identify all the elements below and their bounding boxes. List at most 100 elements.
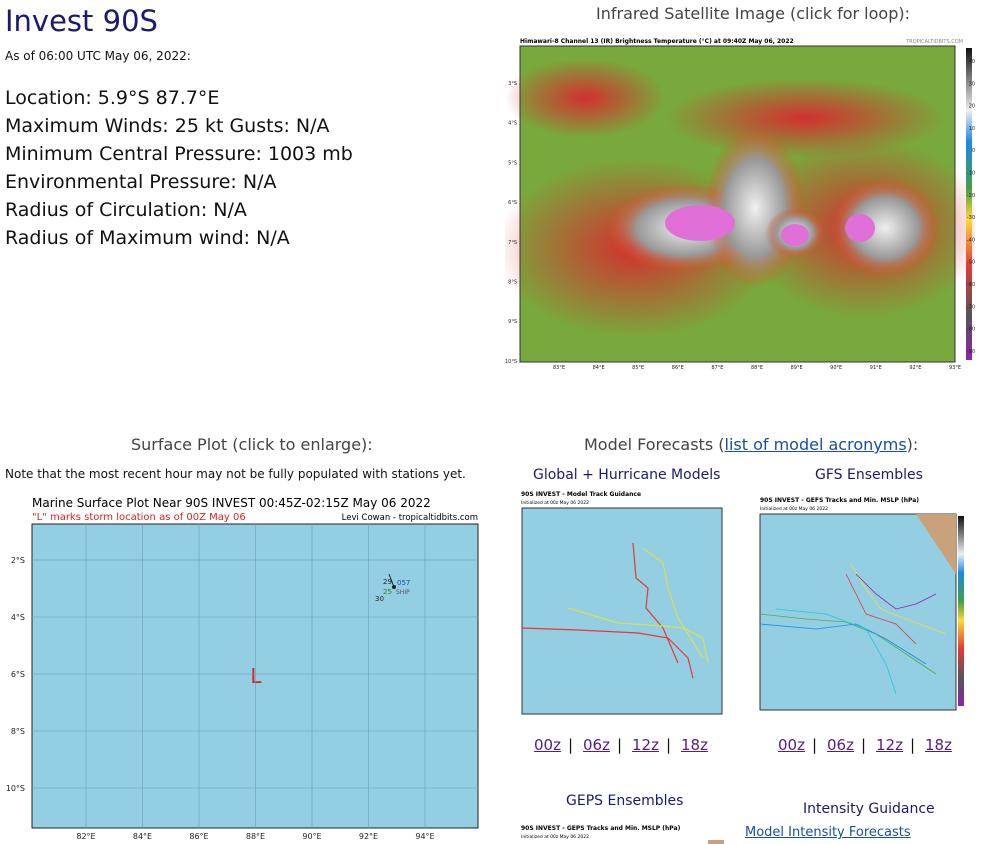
detail-line: Location: 5.9°S 87.7°E	[5, 87, 220, 109]
separator: |	[812, 736, 818, 754]
station-dewpoint: 25	[383, 588, 392, 596]
intensity-title: Intensity Guidance	[803, 801, 935, 817]
separator: |	[666, 736, 672, 754]
sat-credit: TROPICALTIDBITS.COM	[905, 39, 963, 45]
axis-label: -90	[967, 349, 975, 355]
axis-label: 8°S	[11, 727, 25, 736]
separator: |	[568, 736, 574, 754]
axis-label: 92°E	[359, 832, 378, 841]
plot-title: Marine Surface Plot Near 90S INVEST 00:4…	[32, 496, 431, 510]
axis-label: 10	[969, 126, 975, 132]
sat-cloud	[665, 78, 945, 158]
axis-label: 86°E	[189, 832, 208, 841]
axis-label: 2°S	[11, 556, 25, 565]
sat-cloud	[845, 214, 875, 242]
sat-frame	[519, 45, 956, 363]
run-link[interactable]: 06z	[827, 736, 854, 754]
img-title: 90S INVEST - GEFS Tracks and Min. MSLP (…	[760, 497, 919, 504]
models-heading: Model Forecasts (list of model acronyms)…	[584, 435, 918, 454]
img-sub: Initialized at 00z May 06 2022	[521, 834, 589, 840]
detail-line: Radius of Circulation: N/A	[5, 199, 247, 221]
run-link[interactable]: 12z	[632, 736, 659, 754]
surface-plot[interactable]: Marine Surface Plot Near 90S INVEST 00:4…	[0, 490, 490, 844]
detail-line: Minimum Central Pressure: 1003 mb	[5, 143, 353, 165]
axis-label: 6°S	[11, 670, 25, 679]
axis-label: 0	[972, 148, 975, 154]
gfs-image[interactable]: 90S INVEST - GEFS Tracks and Min. MSLP (…	[746, 494, 968, 716]
axis-label: 7°S	[508, 240, 517, 246]
axis-label: 10°S	[505, 359, 517, 365]
axis-label: 8°S	[508, 280, 517, 286]
axis-label: 87°E	[711, 365, 723, 371]
axis-label: -20	[967, 193, 975, 199]
global-title: Global + Hurricane Models	[533, 467, 721, 483]
axis-label: 30	[969, 81, 975, 87]
axis-label: 84°E	[593, 365, 605, 371]
axis-label: 93°E	[949, 365, 961, 371]
geps-title: GEPS Ensembles	[566, 793, 684, 809]
page-title: Invest 90S	[5, 4, 158, 38]
detail-line: Radius of Maximum wind: N/A	[5, 227, 290, 249]
axis-label: -60	[967, 282, 975, 288]
run-link[interactable]: 06z	[583, 736, 610, 754]
axis-label: -70	[967, 304, 975, 310]
axis-label: -10	[967, 171, 975, 177]
axis-label: 91°E	[870, 365, 882, 371]
separator: |	[617, 736, 623, 754]
axis-label: 92°E	[909, 365, 921, 371]
img-sub: Initialized at 00z May 06 2022	[760, 506, 828, 512]
sat-cloud	[505, 58, 665, 138]
sat-cloud	[705, 128, 805, 288]
heading-text: ):	[906, 435, 919, 454]
satellite-image[interactable]: Himawari-8 Channel 13 (IR) Brightness Te…	[505, 38, 975, 374]
geps-image[interactable]: 90S INVEST - GEPS Tracks and Min. MSLP (…	[518, 822, 724, 844]
axis-label: 40	[969, 59, 975, 65]
colorbar	[966, 48, 972, 360]
surface-note: Note that the most recent hour may not b…	[5, 467, 466, 481]
img-title: 90S INVEST - Model Track Guidance	[521, 491, 641, 498]
axis-label: 86°E	[672, 365, 684, 371]
run-link[interactable]: 00z	[778, 736, 805, 754]
run-link[interactable]: 00z	[534, 736, 561, 754]
storm-marker: L	[250, 664, 262, 688]
axis-label: 3°S	[508, 81, 517, 87]
plot-credit: Levi Cowan - tropicaltidbits.com	[342, 513, 478, 523]
sat-cloud	[665, 205, 735, 241]
axis-label: 83°E	[553, 365, 565, 371]
acronyms-link[interactable]: list of model acronyms	[724, 435, 907, 454]
axis-label: 89°E	[791, 365, 803, 371]
sat-title: Himawari-8 Channel 13 (IR) Brightness Te…	[520, 38, 794, 45]
station-wind: 30	[375, 595, 384, 603]
gfs-title: GFS Ensembles	[815, 467, 923, 483]
satellite-heading[interactable]: Infrared Satellite Image (click for loop…	[596, 4, 910, 23]
axis-label: 5°S	[508, 160, 517, 166]
axis-label: -30	[967, 215, 975, 221]
heading-text: Model Forecasts (	[584, 435, 725, 454]
run-link[interactable]: 18z	[681, 736, 708, 754]
global-image[interactable]: 90S INVEST - Model Track Guidance Initia…	[518, 488, 724, 718]
station-temp: 29	[383, 578, 392, 586]
axis-label: 84°E	[133, 832, 152, 841]
run-link[interactable]: 12z	[876, 736, 903, 754]
axis-label: 94°E	[415, 832, 434, 841]
sat-cloud	[830, 178, 940, 278]
run-link[interactable]: 18z	[925, 736, 952, 754]
axis-label: -50	[967, 260, 975, 266]
as-of: As of 06:00 UTC May 06, 2022:	[5, 49, 191, 63]
axis-label: 4°S	[508, 121, 517, 127]
separator: |	[910, 736, 916, 754]
axis-label: -40	[967, 237, 975, 243]
axis-label: 90°E	[830, 365, 842, 371]
plot-subtitle: "L" marks storm location as of 00Z May 0…	[32, 512, 246, 523]
axis-label: 90°E	[302, 832, 321, 841]
station-id: SHIP	[396, 589, 410, 596]
plot-area	[31, 523, 479, 829]
axis-label: 9°S	[508, 319, 517, 325]
intensity-link[interactable]: Model Intensity Forecasts	[745, 825, 911, 840]
detail-line: Maximum Winds: 25 kt Gusts: N/A	[5, 115, 330, 137]
axis-label: 88°E	[751, 365, 763, 371]
surface-heading[interactable]: Surface Plot (click to enlarge):	[131, 435, 373, 454]
station-pressure: 057	[397, 579, 410, 587]
img-title: 90S INVEST - GEPS Tracks and Min. MSLP (…	[521, 825, 681, 832]
